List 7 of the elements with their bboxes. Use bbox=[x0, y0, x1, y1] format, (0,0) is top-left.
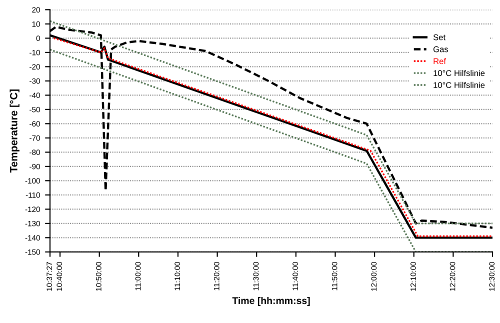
legend-label: 10°C Hilfslinie bbox=[434, 82, 485, 88]
y-axis-title: Temperature [°C] bbox=[10, 89, 20, 173]
legend-label: 10°C Hilfslinie bbox=[434, 70, 485, 76]
legend-label: Set bbox=[433, 34, 446, 40]
legend-label: Ref bbox=[434, 58, 446, 64]
legend-label: Gas bbox=[433, 46, 448, 52]
x-axis-title: Time [hh:mm:ss] bbox=[232, 296, 310, 306]
